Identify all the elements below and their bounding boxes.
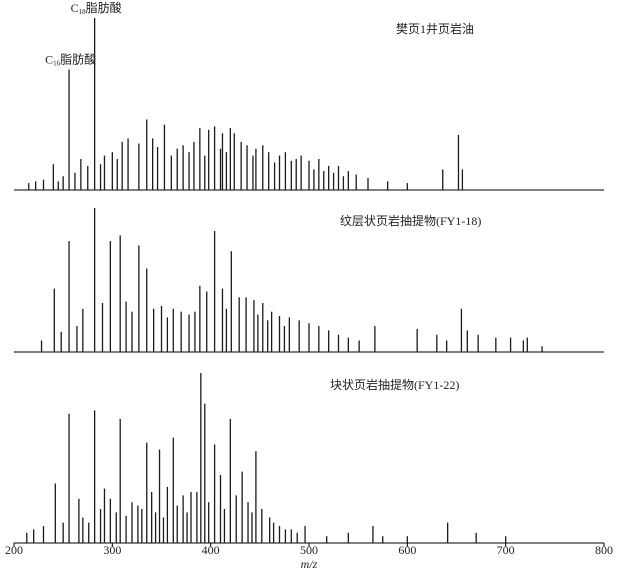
annotation-base: C — [71, 1, 79, 15]
annotation-text: 脂肪酸 — [86, 0, 122, 15]
panel-title: 纹层状页岩抽提物(FY1-18) — [340, 213, 481, 228]
x-tick-label: 600 — [398, 543, 416, 557]
annotation-sub: 16 — [53, 59, 61, 67]
annotation-base: C — [45, 52, 53, 66]
x-axis-label: m/z — [301, 557, 318, 571]
x-tick-label: 700 — [497, 543, 515, 557]
annotation-sub: 18 — [79, 8, 87, 16]
x-tick-label: 800 — [595, 543, 613, 557]
x-tick-label: 300 — [103, 543, 121, 557]
x-tick-label: 200 — [5, 543, 23, 557]
annotation: C18脂肪酸 — [71, 0, 122, 16]
panel-title: 樊页1井页岩油 — [396, 21, 474, 36]
annotation: C16脂肪酸 — [45, 51, 96, 67]
x-tick-label: 400 — [202, 543, 220, 557]
panel-title: 块状页岩抽提物(FY1-22) — [330, 377, 459, 392]
annotation-text: 脂肪酸 — [60, 51, 96, 66]
x-tick-label: 500 — [300, 543, 318, 557]
